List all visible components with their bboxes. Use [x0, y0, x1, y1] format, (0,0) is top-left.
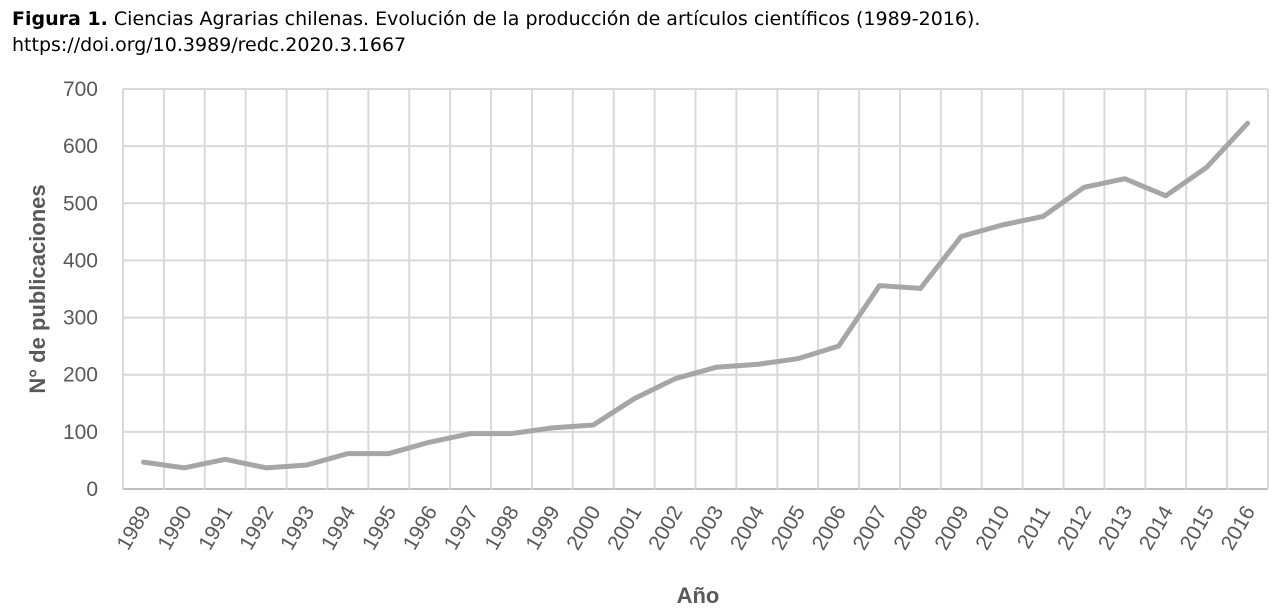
- x-tick-label: 2015: [1176, 502, 1219, 554]
- x-tick-label: 2013: [1094, 502, 1137, 554]
- y-axis-title: N° de publicaciones: [25, 184, 50, 393]
- y-tick-label: 300: [63, 307, 98, 330]
- x-tick-label: 2005: [767, 502, 810, 554]
- y-tick-label: 500: [63, 192, 98, 215]
- x-tick-label: 2000: [562, 502, 605, 554]
- caption-doi: https://doi.org/10.3989/redc.2020.3.1667: [12, 34, 407, 56]
- x-tick-label: 2012: [1053, 502, 1096, 554]
- x-tick-label: 2008: [889, 502, 932, 554]
- x-tick-label: 2001: [603, 502, 646, 554]
- x-tick-label: 2007: [849, 502, 892, 554]
- x-tick-label: 1993: [276, 502, 319, 554]
- x-tick-label: 1997: [440, 502, 483, 554]
- x-tick-label: 2011: [1013, 502, 1056, 553]
- x-axis-title: Año: [677, 583, 720, 608]
- x-axis-ticks: 1989199019911992199319941995199619971998…: [112, 502, 1259, 554]
- y-axis-ticks: 0 100 200 300 400 500 600 700: [63, 78, 98, 501]
- caption-text: Ciencias Agrarias chilenas. Evolución de…: [107, 8, 981, 30]
- x-tick-label: 2004: [726, 502, 769, 554]
- x-tick-label: 2002: [644, 502, 687, 554]
- x-tick-label: 1999: [521, 502, 564, 554]
- y-tick-label: 0: [86, 478, 98, 501]
- series-line: [140, 120, 1251, 471]
- caption-lead: Figura 1.: [12, 8, 108, 30]
- x-tick-label: 2014: [1135, 502, 1178, 554]
- y-tick-label: 400: [63, 249, 98, 272]
- figure-caption: Figura 1. Ciencias Agrarias chilenas. Ev…: [12, 6, 1272, 58]
- x-tick-label: 1995: [358, 502, 401, 554]
- y-tick-label: 200: [63, 364, 98, 387]
- y-tick-label: 100: [63, 421, 98, 444]
- grid: [122, 88, 1269, 490]
- x-tick-label: 1992: [235, 502, 278, 554]
- y-tick-label: 600: [63, 135, 98, 158]
- x-tick-label: 2009: [930, 502, 973, 554]
- x-tick-label: 1996: [399, 502, 442, 554]
- x-tick-label: 2016: [1217, 502, 1260, 554]
- x-tick-label: 1989: [112, 502, 155, 554]
- x-tick-label: 1994: [317, 502, 360, 554]
- x-tick-label: 2010: [971, 502, 1014, 554]
- x-tick-label: 1990: [153, 502, 196, 554]
- y-tick-label: 700: [63, 78, 98, 101]
- x-tick-label: 1998: [481, 502, 524, 554]
- x-tick-label: 2003: [685, 502, 728, 554]
- x-tick-label: 2006: [808, 502, 851, 554]
- x-tick-label: 1991: [194, 502, 237, 554]
